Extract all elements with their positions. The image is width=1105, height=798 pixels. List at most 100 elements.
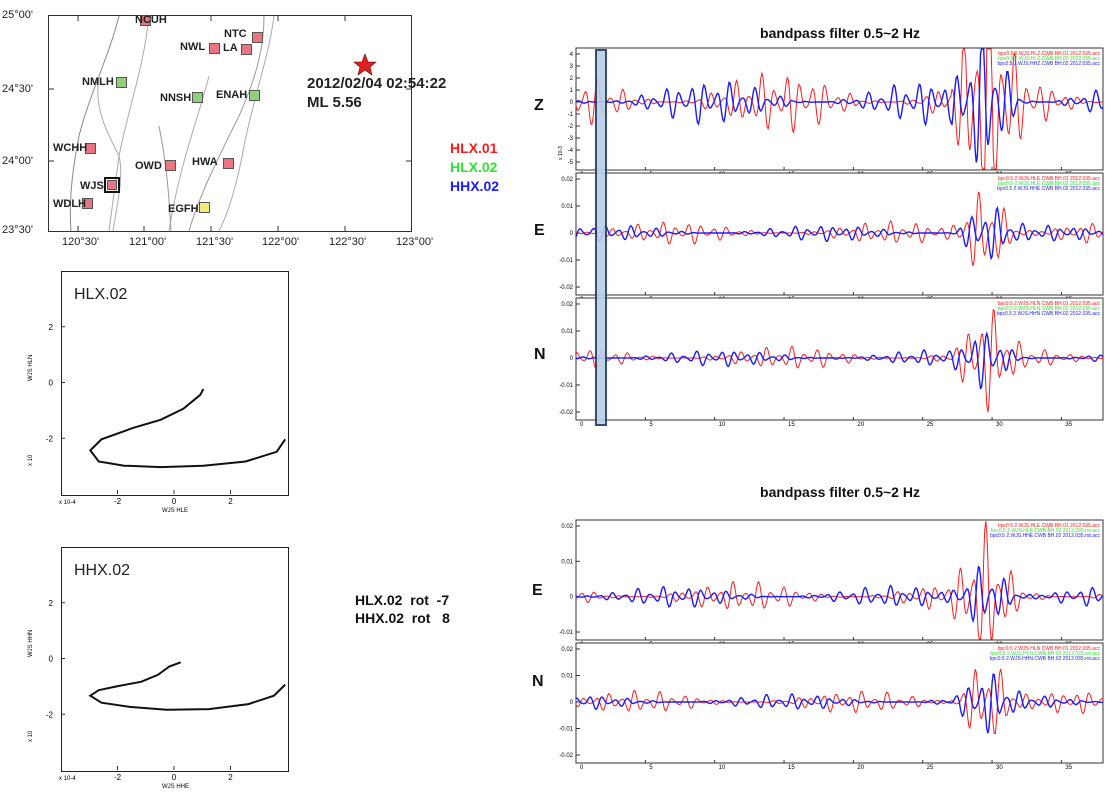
station-label: OWD	[135, 160, 162, 172]
y-tick-label: 2	[570, 76, 574, 82]
x-tick-label: 0	[580, 765, 584, 771]
station-marker	[199, 202, 210, 213]
map-lat-label: 24°30'	[2, 83, 33, 95]
rotation-label: HHX.02 rot 8	[355, 610, 450, 626]
station-marker	[82, 198, 93, 209]
station-marker	[223, 158, 234, 169]
x-axis-label: WJS HLE	[162, 508, 188, 514]
map-lon-label: 121°00'	[129, 236, 167, 248]
y-tick-label: -0.01	[559, 727, 573, 733]
map-lon-label: 122°00'	[262, 236, 300, 248]
y-tick-label: -0.01	[559, 258, 573, 264]
y-exponent: x 10-3	[558, 146, 564, 160]
x-tick-label: 30	[996, 765, 1003, 771]
waveform-trace	[575, 673, 1104, 734]
motion-trace	[88, 661, 286, 711]
epicenter-star-icon	[353, 53, 377, 76]
trace-legend: bpc0.5 2.WJS.HLE.CWB BH.01 2012.035.acc	[998, 523, 1100, 529]
event-magnitude: ML 5.56	[307, 94, 362, 111]
y-axis-label: WJS HHN	[28, 630, 34, 657]
y-tick-label: 0.02	[561, 647, 573, 653]
event-time: 2012/02/04 02:54:22	[307, 75, 447, 92]
map-lat-label: 24°00'	[2, 155, 33, 167]
y-axis-label: WJS HLN	[28, 355, 34, 381]
map-lat-label: 25°00'	[2, 9, 33, 21]
x-tick-label: 2	[228, 773, 233, 782]
x-tick-label: 15	[788, 422, 795, 428]
station-marker	[209, 43, 220, 54]
station-label: NCUH	[135, 14, 167, 26]
trace-legend: bpc0.5 2.WJS.HLE.CWB BH.01 2012.035.acc	[998, 176, 1100, 182]
x-tick-label: 10	[719, 765, 726, 771]
component-label: N	[532, 673, 544, 690]
component-label: E	[534, 222, 545, 239]
map-lat-label: 23°30'	[2, 224, 33, 236]
waveform-trace	[575, 520, 1104, 640]
x-tick-label: 30	[996, 422, 1003, 428]
y-exponent: x 10	[28, 454, 34, 466]
x-axis-label: WJS HHE	[162, 784, 189, 790]
y-tick-label: -3	[568, 136, 574, 142]
component-label: E	[532, 582, 543, 599]
map-lon-label: 122°30'	[329, 236, 367, 248]
station-label: WJS	[80, 180, 104, 192]
y-tick-label: 0.02	[561, 524, 573, 530]
particle-motion-axes: 2 0 -2 -2 0 2 x 10-4 WJS HLE WJS HLN x 10	[28, 323, 233, 514]
y-tick-label: -2	[46, 710, 54, 719]
station-marker	[252, 32, 263, 43]
trace-legend: bpc0.5 2.WJS.HLN.CWB BH.02 2012.035.rot.…	[991, 651, 1101, 657]
map-lines	[49, 16, 411, 231]
station-label: NMLH	[82, 76, 114, 88]
y-tick-label: -5	[568, 160, 574, 166]
x-tick-label: 2	[228, 497, 233, 506]
panel-title: HLX.02	[74, 286, 128, 303]
map-lon-label: 121°30'	[196, 236, 234, 248]
trace-legend: bpc0.5 2.WJS.HHE.CWB BH.02 2012.035.rot.…	[990, 533, 1101, 539]
particle-motion-svg	[88, 388, 287, 469]
y-tick-label: 0.01	[561, 204, 573, 210]
x-tick-label: 0	[172, 773, 177, 782]
station-marker	[165, 160, 176, 171]
y-tick-label: -1	[568, 112, 574, 118]
waveform-trace	[575, 565, 1104, 624]
trace-legend: bpc0.5 2.WJS.HHE.CWB BH.02 2012.035.acc	[997, 186, 1100, 192]
waveform-trace	[576, 191, 1104, 267]
station-marker	[241, 44, 252, 55]
y-tick-label: 0	[570, 356, 574, 362]
trace-legend: bpc0.5 2.WJS.HLN.CWB BH.02 2012.035.acc	[998, 306, 1101, 312]
x-tick-label: 25	[927, 765, 934, 771]
station-map: NCUH NTC NWL LA NMLH NNSH ENAH WCHH OWD …	[48, 14, 412, 232]
station-label: HWA	[192, 156, 218, 168]
y-tick-label: -0.02	[559, 285, 573, 291]
x-tick-label: 25	[927, 422, 934, 428]
y-tick-label: 4	[570, 52, 574, 58]
y-tick-label: -4	[568, 148, 574, 154]
station-marker	[107, 180, 117, 190]
y-tick-label: 2	[49, 599, 54, 608]
station-marker	[192, 92, 203, 103]
y-tick-label: 0	[570, 700, 574, 706]
trace-legend: bpc0.5 2.WJS.HHN.CWB BH.02 2012.035.acc	[997, 311, 1101, 317]
panel-title: HHX.02	[74, 562, 131, 579]
particle-motion-axes: 2 0 -2 -2 0 2 x 10-4 WJS HHE WJS HHN x 10	[28, 599, 233, 790]
y-tick-label: -2	[568, 124, 574, 130]
y-tick-label: 0	[570, 100, 574, 106]
waveform-plot-bottom: 0.02 0.01 0 -0.01 0 5 10 15 20 25 30 35 bpc0.5 2.WJS…	[559, 519, 1104, 771]
legend-item: HLX.01	[450, 140, 498, 156]
station-label: NNSH	[160, 92, 192, 104]
component-label: Z	[534, 97, 544, 114]
y-tick-label: -0.02	[559, 753, 573, 759]
x-tick-label: 35	[1065, 765, 1072, 771]
waveform-trace	[575, 205, 1104, 261]
trace-legend: bpc0.5 2.WJS.HHN.CWB BH.02 2012.035.rot.…	[990, 656, 1101, 662]
station-label: LA	[223, 42, 238, 54]
x-tick-label: 0	[172, 497, 177, 506]
x-tick-label: 35	[1065, 422, 1072, 428]
y-exponent: x 10	[28, 730, 34, 742]
x-tick-label: 15	[788, 765, 795, 771]
map-lon-label: 123°00'	[396, 236, 434, 248]
x-tick-label: 20	[857, 765, 864, 771]
y-tick-label: 0.02	[561, 302, 573, 308]
y-tick-label: 0	[570, 231, 574, 237]
